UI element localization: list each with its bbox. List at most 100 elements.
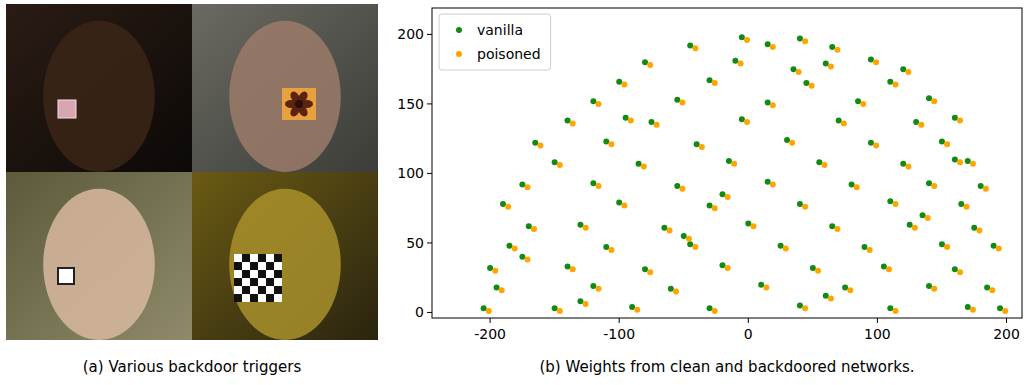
legend-marker bbox=[456, 51, 462, 57]
checker-cell bbox=[266, 270, 274, 278]
point bbox=[765, 100, 771, 106]
point bbox=[707, 305, 713, 311]
x-tick bbox=[619, 318, 620, 323]
point bbox=[596, 101, 602, 107]
point bbox=[892, 201, 898, 207]
point bbox=[913, 119, 919, 125]
checker-cell bbox=[234, 278, 242, 286]
point bbox=[957, 159, 963, 165]
checker-cell bbox=[266, 278, 274, 286]
point bbox=[931, 98, 937, 104]
point bbox=[905, 69, 911, 75]
face bbox=[229, 21, 341, 172]
checker-cell bbox=[274, 262, 282, 270]
point bbox=[907, 222, 913, 228]
point bbox=[991, 243, 997, 249]
point bbox=[770, 44, 776, 50]
checker-cell bbox=[250, 294, 258, 302]
point bbox=[790, 66, 796, 72]
point bbox=[712, 205, 718, 211]
point bbox=[654, 122, 660, 128]
point bbox=[628, 118, 634, 124]
point bbox=[958, 201, 964, 207]
point bbox=[789, 140, 795, 146]
point bbox=[557, 162, 563, 168]
point bbox=[616, 200, 622, 206]
point bbox=[681, 233, 687, 239]
face-photo bbox=[192, 172, 378, 340]
point bbox=[494, 284, 500, 290]
y-tick bbox=[427, 312, 432, 313]
checker-cell bbox=[242, 254, 250, 262]
point bbox=[983, 186, 989, 192]
point bbox=[603, 244, 609, 250]
x-tick-label: -200 bbox=[474, 326, 506, 342]
point bbox=[699, 144, 705, 150]
point bbox=[667, 227, 673, 233]
point bbox=[821, 162, 827, 168]
point bbox=[996, 245, 1002, 251]
y-tick-label: 50 bbox=[406, 235, 424, 251]
point bbox=[971, 225, 977, 231]
checker-cell bbox=[258, 254, 266, 262]
point bbox=[583, 225, 589, 231]
point bbox=[570, 120, 576, 126]
point bbox=[900, 161, 906, 167]
point bbox=[487, 265, 493, 271]
point bbox=[810, 265, 816, 271]
x-tick-label: 200 bbox=[993, 326, 1020, 342]
point bbox=[783, 245, 789, 251]
point bbox=[565, 118, 571, 124]
figure: (a) Various backdoor triggers-200-100010… bbox=[0, 0, 1035, 385]
point bbox=[868, 140, 874, 146]
point bbox=[552, 159, 558, 165]
point bbox=[679, 186, 685, 192]
point bbox=[778, 243, 784, 249]
point bbox=[989, 287, 995, 293]
point bbox=[860, 101, 866, 107]
point bbox=[944, 141, 950, 147]
checker-cell bbox=[242, 262, 250, 270]
point bbox=[815, 268, 821, 274]
point bbox=[881, 264, 887, 270]
point bbox=[834, 226, 840, 232]
checker-cell bbox=[250, 278, 258, 286]
point bbox=[739, 116, 745, 122]
checker-cell bbox=[234, 262, 242, 270]
point bbox=[834, 47, 840, 53]
plot-frame bbox=[432, 8, 1022, 318]
point bbox=[976, 227, 982, 233]
checker-cell bbox=[266, 262, 274, 270]
point bbox=[855, 98, 861, 104]
point bbox=[849, 182, 855, 188]
point bbox=[854, 184, 860, 190]
point bbox=[939, 241, 945, 247]
x-tick bbox=[877, 318, 878, 323]
point bbox=[765, 179, 771, 185]
point bbox=[784, 137, 790, 143]
point bbox=[836, 118, 842, 124]
point bbox=[918, 122, 924, 128]
point bbox=[970, 161, 976, 167]
point bbox=[642, 59, 648, 65]
points bbox=[481, 34, 1009, 314]
face-photo bbox=[6, 172, 192, 340]
face-photo bbox=[6, 4, 192, 172]
point bbox=[823, 61, 829, 67]
point bbox=[481, 305, 487, 311]
checker-cell bbox=[242, 294, 250, 302]
point bbox=[506, 243, 512, 249]
point bbox=[873, 143, 879, 149]
y-tick bbox=[427, 173, 432, 174]
x-tick bbox=[748, 318, 749, 323]
checker-cell bbox=[242, 270, 250, 278]
point bbox=[887, 198, 893, 204]
point bbox=[926, 180, 932, 186]
point bbox=[952, 115, 958, 121]
point bbox=[887, 79, 893, 85]
point bbox=[674, 183, 680, 189]
point bbox=[802, 204, 808, 210]
face bbox=[43, 189, 155, 340]
checker-cell bbox=[234, 286, 242, 294]
point bbox=[725, 265, 731, 271]
